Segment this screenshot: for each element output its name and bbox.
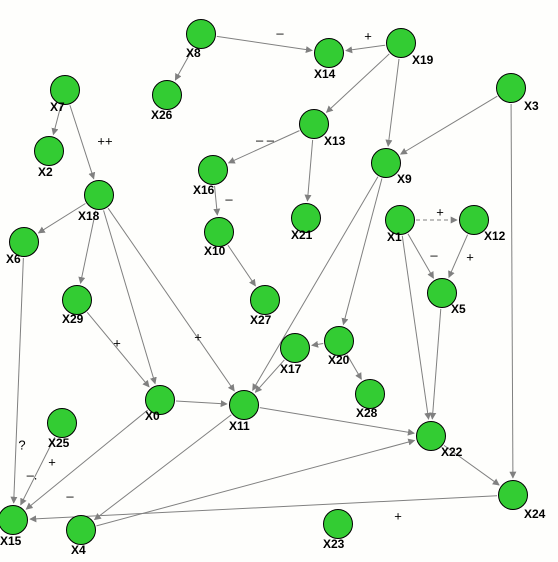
edge-label: – <box>276 26 283 41</box>
node-X20 <box>324 326 354 356</box>
node-label-X19: X19 <box>412 53 433 67</box>
node-X8 <box>186 19 216 49</box>
edge-label: – <box>225 192 232 207</box>
node-label-X29: X29 <box>62 312 83 326</box>
edge <box>343 178 382 324</box>
edge <box>14 258 24 503</box>
node-label-X15: X15 <box>0 534 21 548</box>
node-X28 <box>355 379 385 409</box>
edge-label: + <box>436 205 444 220</box>
edge <box>307 140 312 201</box>
edge <box>402 236 428 419</box>
node-label-X6: X6 <box>6 252 21 266</box>
node-label-X24: X24 <box>524 507 545 521</box>
node-X29 <box>62 285 92 315</box>
edge-label: + <box>394 509 402 524</box>
node-X2 <box>34 136 64 166</box>
node-label-X28: X28 <box>356 406 377 420</box>
node-X26 <box>152 80 182 110</box>
node-label-X23: X23 <box>323 537 344 551</box>
edge-label: – <box>430 248 437 263</box>
node-label-X13: X13 <box>324 134 345 148</box>
node-label-X11: X11 <box>229 419 250 433</box>
edge-label: + <box>113 336 121 351</box>
edge <box>511 104 513 478</box>
node-label-X20: X20 <box>328 353 349 367</box>
node-X10 <box>204 217 234 247</box>
edge-label: + <box>48 455 56 470</box>
edge <box>104 210 156 383</box>
node-label-X1: X1 <box>387 230 402 244</box>
edge-label: ++ <box>97 134 112 149</box>
node-label-X8: X8 <box>186 46 201 60</box>
node-X16 <box>198 155 228 185</box>
node-label-X16: X16 <box>193 183 214 197</box>
node-X14 <box>314 38 344 68</box>
edge-label: – <box>66 489 73 504</box>
edge <box>346 45 385 50</box>
edge <box>96 440 414 525</box>
node-X24 <box>498 480 528 510</box>
edge <box>260 408 414 434</box>
edge <box>312 344 323 346</box>
node-label-X7: X7 <box>50 100 65 114</box>
node-X18 <box>84 180 114 210</box>
node-label-X14: X14 <box>314 67 335 81</box>
edge <box>401 96 498 154</box>
node-label-X17: X17 <box>280 362 301 376</box>
edge <box>94 415 231 520</box>
node-label-X27: X27 <box>250 313 271 327</box>
edge-label: –. <box>27 468 38 483</box>
node-X11 <box>229 390 259 420</box>
node-label-X26: X26 <box>151 108 172 122</box>
node-X17 <box>280 333 310 363</box>
edge <box>217 36 312 50</box>
node-label-X18: X18 <box>78 209 99 223</box>
edges-layer <box>0 0 558 562</box>
node-X4 <box>66 515 96 545</box>
node-label-X9: X9 <box>397 172 412 186</box>
node-label-X25: X25 <box>48 436 69 450</box>
edge-label: + <box>364 29 372 44</box>
node-label-X10: X10 <box>204 244 225 258</box>
node-label-X5: X5 <box>451 302 466 316</box>
node-label-X21: X21 <box>291 228 312 242</box>
node-X27 <box>250 285 280 315</box>
node-label-X0: X0 <box>145 409 160 423</box>
edge <box>449 235 468 278</box>
edge <box>30 496 497 519</box>
edge <box>70 105 94 179</box>
edge <box>228 245 256 286</box>
node-label-X12: X12 <box>484 229 505 243</box>
edge <box>26 410 147 509</box>
node-X3 <box>496 73 526 103</box>
edge <box>176 401 227 404</box>
edge <box>432 309 440 419</box>
edge <box>388 59 399 146</box>
node-label-X22: X22 <box>441 445 462 459</box>
network-diagram: –+++– ––++–?+–.–+++X0X1X2X3X4X5X6X7X8X9X… <box>0 0 558 562</box>
edge-label: ? <box>18 438 25 453</box>
node-label-X2: X2 <box>38 165 53 179</box>
node-X23 <box>323 509 353 539</box>
node-label-X4: X4 <box>71 543 86 557</box>
node-label-X3: X3 <box>524 99 539 113</box>
node-X25 <box>47 408 77 438</box>
node-X15 <box>0 505 28 535</box>
edge-label: + <box>194 330 202 345</box>
edge-label: – – <box>256 133 274 148</box>
edge-label: + <box>466 250 474 265</box>
edge <box>215 186 218 215</box>
